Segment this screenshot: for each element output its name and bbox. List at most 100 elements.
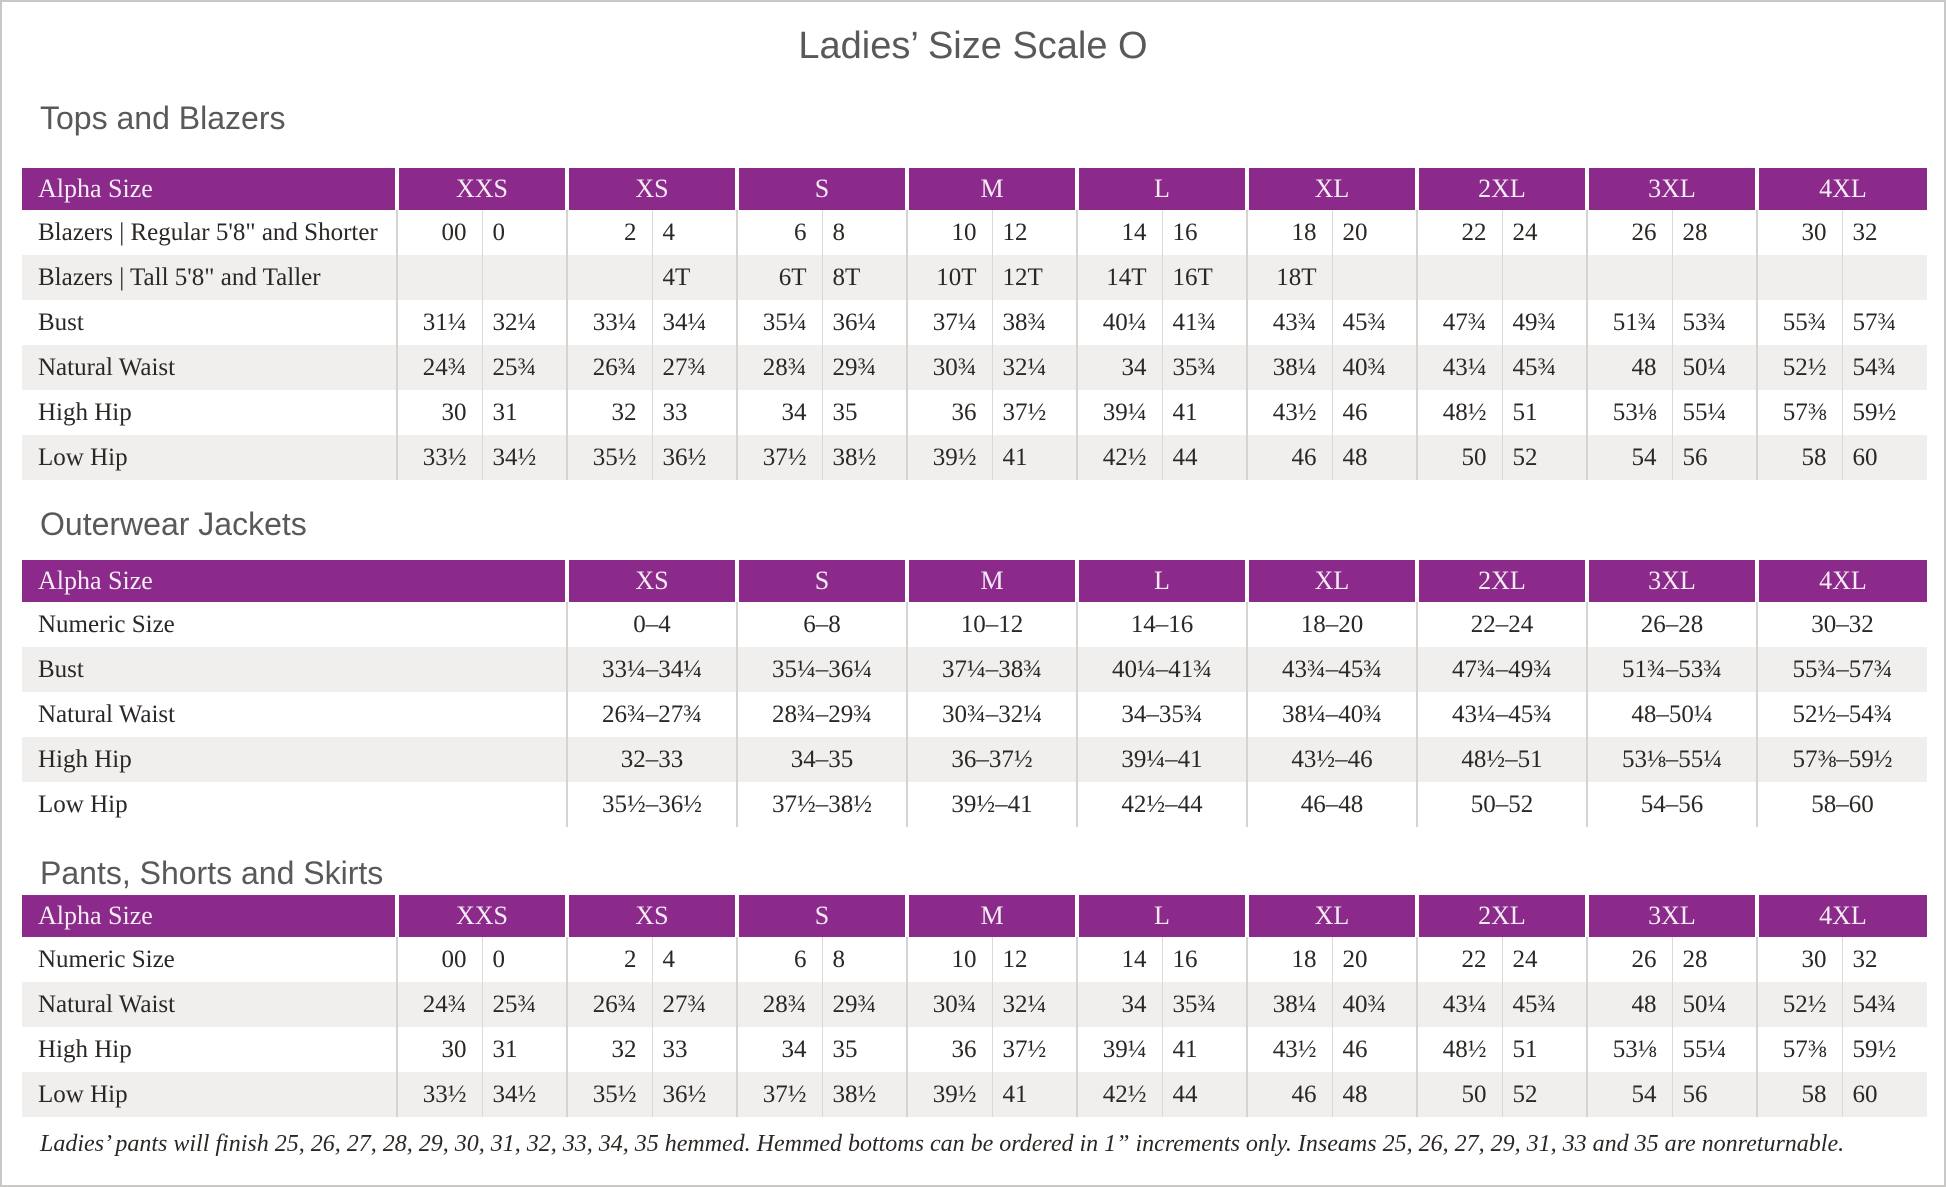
- value-cell: 48½: [1416, 1027, 1502, 1072]
- value-cell: 18: [1246, 937, 1332, 982]
- value-cell: 35¾: [1161, 345, 1247, 390]
- table-row: Blazers | Regular 5'8" and Shorter 00 0 2 4 6…: [22, 210, 1927, 255]
- value-cell: 45¾: [1501, 345, 1587, 390]
- table-row: Low Hip 33½ 34½ 35½ 36½ 37½ 38½ 39½ 41 42½ 44 46 48 5…: [22, 1072, 1927, 1117]
- value-cell: 54–56: [1586, 782, 1757, 827]
- value-cell: 52½: [1756, 982, 1842, 1027]
- size-header-cell: XXS: [395, 895, 567, 937]
- table-row: Low Hip 35½–36½ 37½–38½ 39½–41 42½–44 46–48 50…: [22, 782, 1927, 827]
- value-cell: 38¾: [991, 300, 1077, 345]
- value-cell: 30: [396, 390, 482, 435]
- value-cell: 32: [1841, 210, 1927, 255]
- value-cell: 32–33: [566, 737, 737, 782]
- section-pants-shorts-skirts: Pants, Shorts and Skirts Alpha Size XXS XS…: [2, 853, 1944, 1117]
- value-cell: 51: [1501, 390, 1587, 435]
- size-header-cell: XXS: [395, 168, 567, 210]
- value-cell: 53⅛–55¼: [1586, 737, 1757, 782]
- footnote: Ladies’ pants will finish 25, 26, 27, 28…: [40, 1131, 1845, 1157]
- value-cell: 40¾: [1331, 982, 1417, 1027]
- value-cell: 8: [821, 937, 907, 982]
- value-cell: 6–8: [736, 602, 907, 647]
- row-label: Low Hip: [22, 1072, 397, 1117]
- value-cell: 34: [1076, 982, 1162, 1027]
- value-cell: 43¾: [1246, 300, 1332, 345]
- value-cell: 40¼: [1076, 300, 1162, 345]
- value-cell: 14T: [1076, 255, 1162, 300]
- row-label: High Hip: [22, 737, 567, 782]
- value-cell: 52½: [1756, 345, 1842, 390]
- value-cell: 6: [736, 937, 822, 982]
- header-row: Alpha Size XS S M L XL 2XL 3XL 4XL: [22, 560, 1927, 602]
- value-cell: 8T: [821, 255, 907, 300]
- table-row: Numeric Size 0–4 6–8 10–12 14–16 18–20 22–24 26…: [22, 602, 1927, 647]
- value-cell: 4: [651, 937, 737, 982]
- value-cell: 2: [566, 937, 652, 982]
- value-cell: 50–52: [1416, 782, 1587, 827]
- value-cell: 55¾: [1756, 300, 1842, 345]
- value-cell: 37½: [991, 1027, 1077, 1072]
- value-cell: 40¼–41¾: [1076, 647, 1247, 692]
- table-row: Bust 31¼ 32¼ 33¼ 34¼ 35¼ 36¼ 37¼ 38¾ 40¼ 41¾ 43¾ 45¾…: [22, 300, 1927, 345]
- value-cell: 12: [991, 210, 1077, 255]
- value-cell: 41: [991, 435, 1077, 480]
- value-cell: 46: [1331, 390, 1417, 435]
- value-cell: 35½–36½: [566, 782, 737, 827]
- value-cell: 60: [1841, 1072, 1927, 1117]
- value-cell: 44: [1161, 435, 1247, 480]
- value-cell: 28¾–29¾: [736, 692, 907, 737]
- row-label: High Hip: [38, 398, 132, 426]
- value-cell: 0: [481, 210, 567, 255]
- value-cell: 4T: [651, 255, 737, 300]
- value-cell: 39¼: [1076, 1027, 1162, 1072]
- value-cell: 46–48: [1246, 782, 1417, 827]
- value-cell: 30¾: [906, 345, 992, 390]
- value-cell: 48: [1586, 345, 1672, 390]
- value-cell: [1416, 255, 1502, 300]
- value-cell: 22: [1416, 937, 1502, 982]
- value-cell: 24¾: [396, 345, 482, 390]
- alpha-size-header-cell: Alpha Size: [22, 895, 397, 937]
- value-cell: 14–16: [1076, 602, 1247, 647]
- value-cell: 12: [991, 937, 1077, 982]
- row-label: Blazers | Regular 5'8" and Shorter: [38, 218, 378, 246]
- value-cell: 27¾: [651, 982, 737, 1027]
- page-title: Ladies’ Size Scale O: [798, 25, 1148, 67]
- row-label: Bust: [22, 647, 567, 692]
- row-label: Natural Waist: [22, 345, 397, 390]
- size-header-cell: 4XL: [1755, 560, 1927, 602]
- value-cell: 32¼: [991, 345, 1077, 390]
- value-cell: 59½: [1841, 390, 1927, 435]
- value-cell: 53⅛: [1586, 390, 1672, 435]
- value-cell: 35¾: [1161, 982, 1247, 1027]
- value-cell: 38¼–40¾: [1246, 692, 1417, 737]
- table-row: Numeric Size 00 0 2 4 6 8 10 12 14 16 18 20 22 24 26 28 3…: [22, 937, 1927, 982]
- header-row: Alpha Size XXS XS S M L XL 2XL 3XL 4XL: [22, 168, 1927, 210]
- size-header-cell: 2XL: [1415, 560, 1587, 602]
- value-cell: 50: [1416, 435, 1502, 480]
- value-cell: 25¾: [481, 345, 567, 390]
- value-cell: 28¾: [736, 345, 822, 390]
- value-cell: 00: [396, 210, 482, 255]
- value-cell: 26–28: [1586, 602, 1757, 647]
- size-header-cell: L: [1075, 560, 1247, 602]
- value-cell: 47¾: [1416, 300, 1502, 345]
- value-cell: 30: [1756, 210, 1842, 255]
- table-row: Bust 33¼–34¼ 35¼–36¼ 37¼–38¾ 40¼–41¾ 43¾–45¾ 4…: [22, 647, 1927, 692]
- value-cell: 30–32: [1756, 602, 1927, 647]
- value-cell: 20: [1331, 937, 1417, 982]
- value-cell: [1586, 255, 1672, 300]
- value-cell: 22–24: [1416, 602, 1587, 647]
- value-cell: [1841, 255, 1927, 300]
- value-cell: 44: [1161, 1072, 1247, 1117]
- value-cell: 36½: [651, 435, 737, 480]
- size-header-cell: L: [1075, 895, 1247, 937]
- value-cell: 32: [566, 390, 652, 435]
- size-header-cell: 4XL: [1755, 168, 1927, 210]
- value-cell: 41¾: [1161, 300, 1247, 345]
- value-cell: 57⅜: [1756, 1027, 1842, 1072]
- value-cell: 29¾: [821, 982, 907, 1027]
- value-cell: 39¼–41: [1076, 737, 1247, 782]
- row-label: Bust: [38, 308, 84, 336]
- value-cell: 35½: [566, 435, 652, 480]
- value-cell: 55¼: [1671, 1027, 1757, 1072]
